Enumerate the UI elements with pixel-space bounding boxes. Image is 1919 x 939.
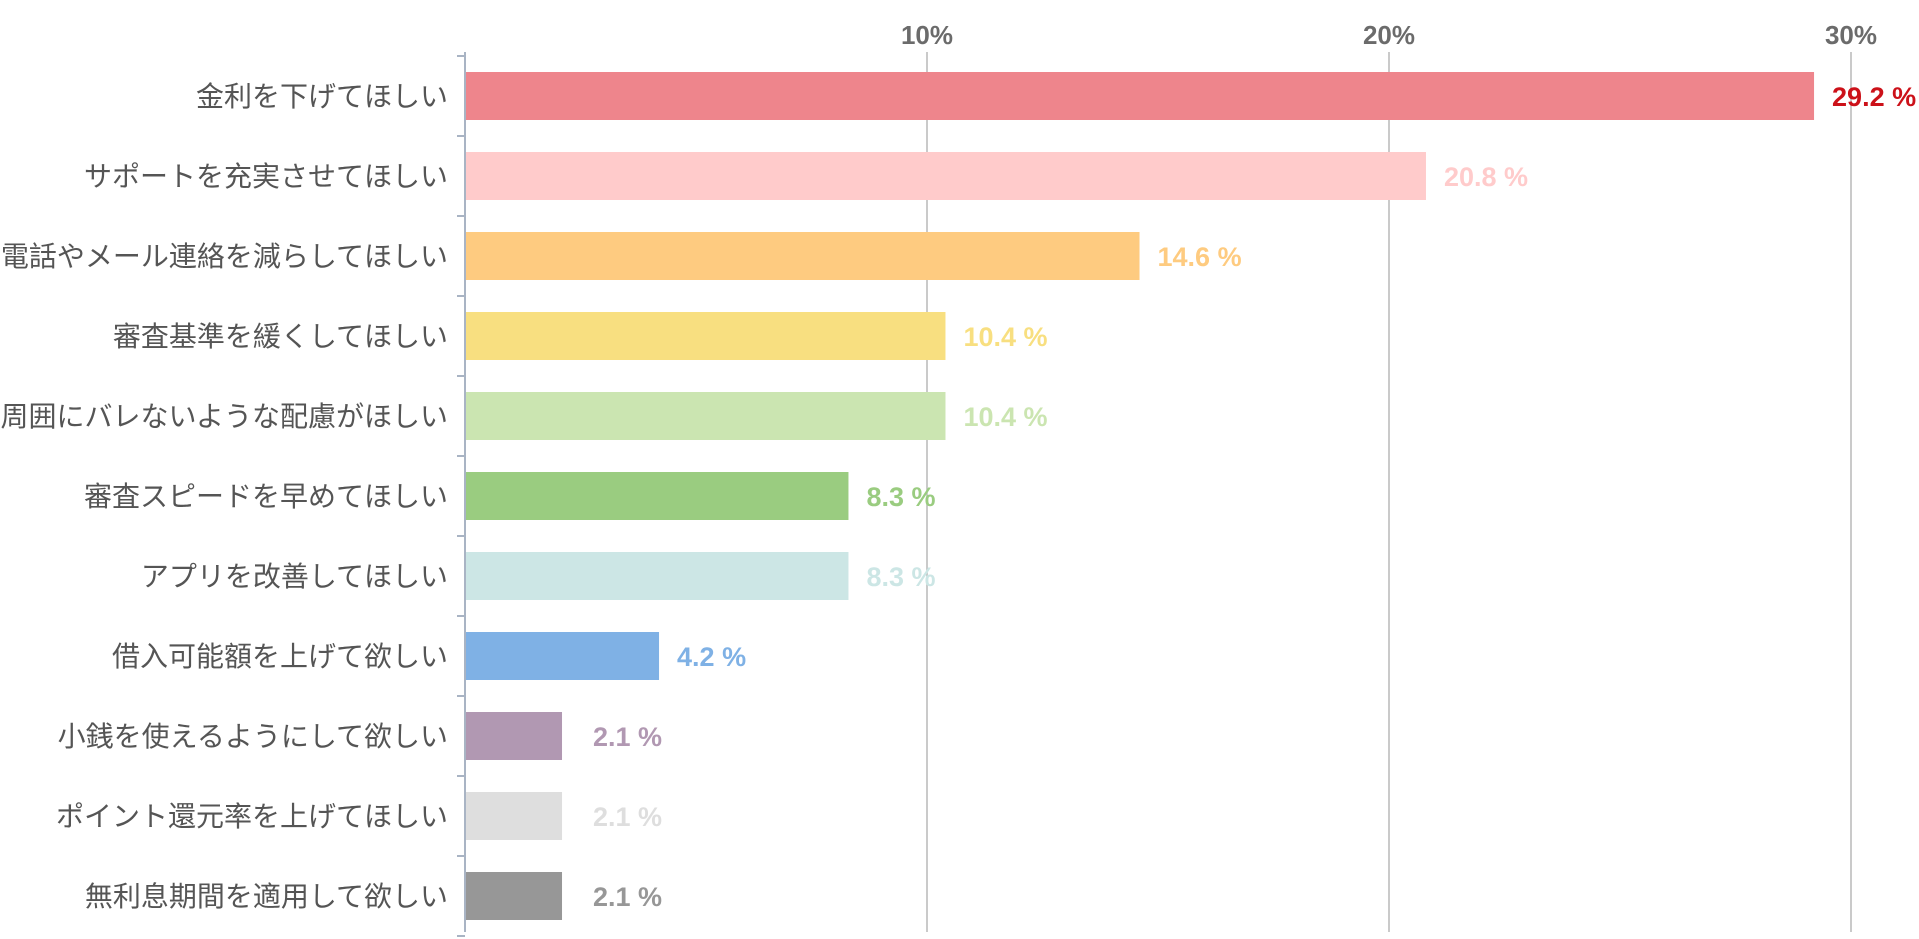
data-label: 8.3 % <box>866 562 935 592</box>
bar <box>465 72 1815 120</box>
category-label: 借入可能額を上げて欲しい <box>112 640 448 673</box>
data-label: 20.8 % <box>1444 162 1528 192</box>
category-label: 周囲にバレないような配慮がほしい <box>1 400 448 433</box>
data-label: 2.1 % <box>593 722 662 752</box>
data-label: 2.1 % <box>593 802 662 832</box>
bar <box>465 392 946 440</box>
x-tick-label: 20% <box>1363 20 1415 50</box>
bar <box>465 632 660 680</box>
bar <box>465 472 849 520</box>
data-label: 14.6 % <box>1158 242 1242 272</box>
category-labels: 金利を下げてほしいサポートを充実させてほしい電話やメール連絡を減らしてほしい審査… <box>1 80 448 913</box>
bar <box>465 872 563 920</box>
bar <box>465 232 1140 280</box>
x-tick-label: 30% <box>1825 20 1877 50</box>
bar <box>465 792 563 840</box>
data-label: 10.4 % <box>963 322 1047 352</box>
data-label: 2.1 % <box>593 882 662 912</box>
bar <box>465 712 563 760</box>
value-labels: 29.2 % 20.8 % 14.6 % 10.4 % 10.4 % 8.3 % 8.3 %… <box>593 82 1916 912</box>
category-label: 電話やメール連絡を減らしてほしい <box>1 240 448 273</box>
category-label: アプリを改善してほしい <box>141 560 448 593</box>
category-label: 審査基準を緩くしてほしい <box>113 320 448 353</box>
bar <box>465 152 1426 200</box>
data-label: 10.4 % <box>963 402 1047 432</box>
bar <box>465 552 849 600</box>
data-label: 29.2 % <box>1832 82 1916 112</box>
y-axis <box>457 52 466 937</box>
category-label: 小銭を使えるようにして欲しい <box>58 720 448 753</box>
x-tick-label: 10% <box>901 20 953 50</box>
category-label: ポイント還元率を上げてほしい <box>56 800 448 833</box>
bar <box>465 312 946 360</box>
x-axis-ticks: 10% 20% 30% <box>901 20 1877 50</box>
category-label: 無利息期間を適用して欲しい <box>85 880 448 913</box>
data-label: 8.3 % <box>866 482 935 512</box>
category-label: 金利を下げてほしい <box>196 80 448 113</box>
bars <box>465 72 1815 920</box>
data-label: 4.2 % <box>677 642 746 672</box>
category-label: サポートを充実させてほしい <box>84 160 448 193</box>
category-label: 審査スピードを早めてほしい <box>84 480 448 513</box>
